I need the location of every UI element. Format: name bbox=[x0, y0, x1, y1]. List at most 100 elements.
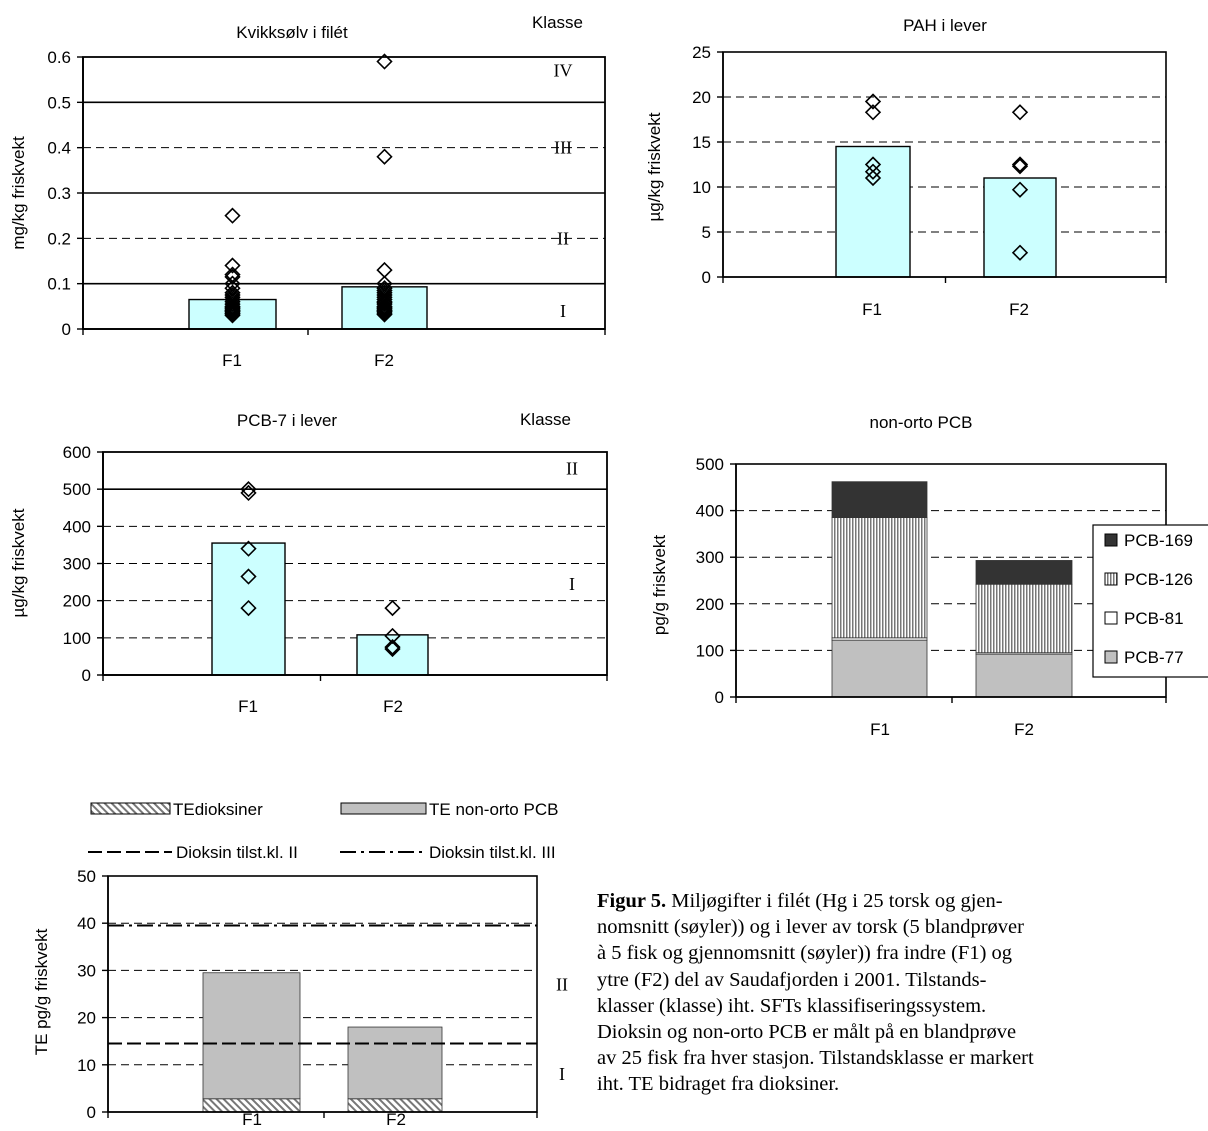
class-label-iii: III bbox=[554, 138, 572, 158]
plot-frame bbox=[722, 51, 1167, 278]
caption-line-1-text: Miljøgifter i filét (Hg i 25 torsk og gj… bbox=[666, 890, 1003, 912]
data-point bbox=[224, 257, 241, 274]
bar-segment-pcb-126-f1 bbox=[831, 517, 928, 639]
legend-swatch bbox=[90, 802, 171, 815]
y-tick-label: 500 bbox=[63, 480, 91, 499]
data-point bbox=[384, 640, 401, 658]
y-tick-label: 400 bbox=[696, 502, 724, 521]
data-point bbox=[376, 53, 393, 70]
data-point bbox=[224, 303, 241, 320]
bar-segment-te-non-orto-pcb-f1 bbox=[202, 972, 301, 1100]
class-label-ii: II bbox=[557, 228, 569, 248]
data-point bbox=[384, 638, 401, 656]
bar-segment-pcb-169-f2 bbox=[975, 560, 1073, 585]
y-tick-label: 50 bbox=[77, 867, 96, 886]
data-point bbox=[376, 306, 393, 323]
caption-line-4: ytre (F2) del av Saudafjorden i 2001. Ti… bbox=[597, 968, 987, 991]
data-point bbox=[224, 268, 241, 285]
data-point bbox=[224, 305, 241, 323]
class-label-iv: IV bbox=[554, 61, 573, 81]
caption-line-6: Dioksin og non-orto PCB er målt på en bl… bbox=[597, 1021, 1017, 1044]
caption-line-7: av 25 fisk fra hver stasjon. Tilstandskl… bbox=[597, 1047, 1034, 1070]
y-tick-label: 25 bbox=[692, 43, 711, 62]
data-point bbox=[376, 305, 393, 322]
y-axis-label: µg/kg friskvekt bbox=[645, 112, 664, 221]
bar-f1 bbox=[835, 145, 911, 278]
class-label-ii: II bbox=[556, 975, 568, 995]
chart-2: 0 5 10 15 20 25 F1 F2 PAH i lever µg/kg friskvekt bbox=[645, 16, 1167, 319]
x-tick-label: F1 bbox=[870, 720, 890, 739]
caption-label: Figur 5. bbox=[597, 890, 667, 912]
x-tick-label: F2 bbox=[386, 1110, 406, 1129]
data-point bbox=[864, 169, 882, 187]
y-axis-label: mg/kg friskvekt bbox=[9, 136, 28, 250]
y-tick-label: 15 bbox=[692, 133, 711, 152]
data-point bbox=[376, 295, 393, 313]
class-label-i: I bbox=[560, 301, 566, 321]
y-tick-label: 0 bbox=[87, 1103, 96, 1122]
data-point bbox=[376, 299, 393, 316]
x-tick-label: F2 bbox=[1014, 720, 1034, 739]
class-header: Klasse bbox=[532, 13, 583, 32]
caption-line-2: nomsnitt (søyler)) og i lever av torsk (… bbox=[597, 916, 1024, 939]
y-tick-label: 300 bbox=[696, 548, 724, 567]
y-tick-label: 0.5 bbox=[47, 93, 71, 112]
bar-segment-pcb-77-f2 bbox=[975, 653, 1073, 698]
data-point bbox=[376, 294, 393, 311]
y-tick-label: 20 bbox=[692, 88, 711, 107]
bar-f2 bbox=[983, 177, 1057, 278]
x-tick-label: F1 bbox=[222, 351, 242, 370]
legend-swatch bbox=[1104, 533, 1118, 547]
x-tick-label: F2 bbox=[1009, 300, 1029, 319]
y-tick-label: 0.4 bbox=[47, 139, 71, 158]
legend: TEdioksiner TE non-orto PCB Dioksin tilst.… bbox=[88, 800, 558, 862]
data-point bbox=[376, 148, 393, 165]
data-point bbox=[1011, 104, 1029, 121]
y-tick-label: 0.3 bbox=[47, 184, 71, 203]
x-tick-label: F1 bbox=[862, 300, 882, 319]
legend-label: TEdioksiner bbox=[173, 800, 263, 819]
legend-label: PCB-81 bbox=[1124, 609, 1184, 628]
class-label-i: I bbox=[559, 1064, 565, 1084]
chart-title: PCB-7 i lever bbox=[237, 411, 337, 430]
y-axis-label: pg/g friskvekt bbox=[650, 535, 669, 635]
legend-label: Dioksin tilst.kl. III bbox=[429, 843, 556, 862]
y-tick-label: 100 bbox=[63, 629, 91, 648]
data-point bbox=[224, 300, 241, 317]
chart-4: 0 100 200 300 400 500 F1 F2 non-orto PCB pg/g fri… bbox=[650, 413, 1208, 739]
y-tick-label: 200 bbox=[696, 595, 724, 614]
data-point bbox=[240, 481, 257, 498]
y-axis-label: TE pg/g friskvekt bbox=[32, 928, 51, 1055]
data-point bbox=[376, 300, 393, 317]
legend-label: PCB-77 bbox=[1124, 648, 1184, 667]
y-tick-label: 0 bbox=[82, 666, 91, 685]
class-label-ii: II bbox=[566, 459, 578, 479]
x-tick-label: F1 bbox=[238, 697, 258, 716]
data-point bbox=[240, 568, 257, 585]
bar-segment-pcb-169-f1 bbox=[831, 481, 928, 518]
y-tick-label: 200 bbox=[63, 592, 91, 611]
legend-label: PCB-169 bbox=[1124, 531, 1193, 550]
data-point bbox=[376, 303, 393, 320]
y-tick-label: 0.1 bbox=[47, 275, 71, 294]
data-point bbox=[224, 207, 241, 224]
y-axis-label: µg/kg friskvekt bbox=[9, 508, 28, 617]
caption-line-8: iht. TE bidraget fra dioksiner. bbox=[597, 1073, 840, 1096]
data-point bbox=[224, 307, 241, 324]
caption-line-1: Figur 5. Miljøgifter i filét (Hg i 25 to… bbox=[597, 888, 1208, 914]
bar-segment-pcb-126-f2 bbox=[975, 583, 1073, 654]
y-tick-label: 0 bbox=[702, 268, 711, 287]
data-point bbox=[864, 93, 882, 110]
data-point bbox=[240, 484, 257, 502]
y-tick-label: 10 bbox=[692, 178, 711, 197]
y-tick-label: 20 bbox=[77, 1009, 96, 1028]
data-point bbox=[240, 599, 257, 617]
legend-swatch bbox=[1104, 650, 1118, 664]
x-tick-label: F1 bbox=[242, 1110, 262, 1129]
data-point bbox=[384, 599, 401, 617]
y-tick-label: 30 bbox=[77, 961, 96, 980]
data-point bbox=[1011, 156, 1029, 173]
figure-caption: Figur 5. Miljøgifter i filét (Hg i 25 to… bbox=[597, 888, 1208, 1098]
